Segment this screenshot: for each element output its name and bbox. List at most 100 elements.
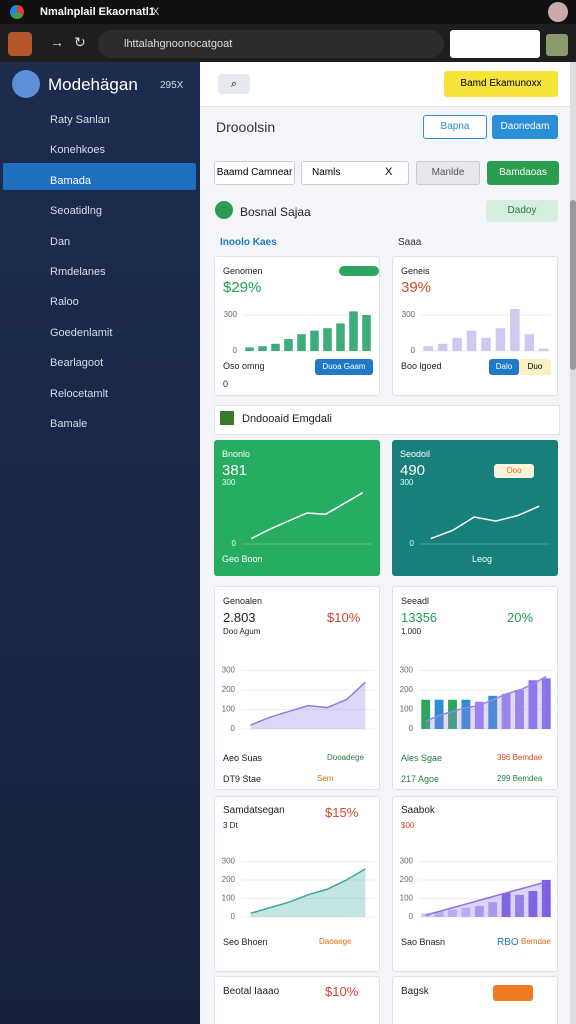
tab-title[interactable]: Nmalnplail Ekaornatl1 xyxy=(40,6,155,18)
bar xyxy=(461,907,471,917)
card: Genoalen 2.803 $10% Doo Agum 0 100 200 300 … xyxy=(214,586,380,790)
mini-chart: 0 100 200 300 xyxy=(400,857,553,921)
header-button[interactable]: Daonedam xyxy=(492,115,558,139)
badge: Ooo xyxy=(494,464,534,478)
tab-close[interactable]: X xyxy=(152,6,160,18)
bar xyxy=(336,323,345,351)
nav-item[interactable]: Seoatidlng xyxy=(50,205,102,218)
nav-item[interactable]: Bearlagoot xyxy=(50,357,104,370)
bar xyxy=(448,699,457,729)
bar xyxy=(528,680,538,729)
bar xyxy=(362,315,371,351)
clear-button[interactable]: X xyxy=(385,166,393,178)
card-title: Samdatsegan xyxy=(223,805,285,816)
top-button[interactable]: Bamd Ekamunoxx xyxy=(444,71,558,97)
url[interactable]: lhttalahgnoonocatgoat xyxy=(124,38,233,50)
avatar[interactable] xyxy=(546,34,568,56)
card-note: 0 xyxy=(223,379,229,389)
card-title: Genoalen xyxy=(223,596,263,606)
area xyxy=(250,868,366,917)
y-tick-label: 0 xyxy=(231,724,236,733)
line xyxy=(425,881,547,916)
card-value: 2.803 xyxy=(223,610,256,625)
line xyxy=(425,675,547,722)
bar xyxy=(297,334,306,351)
card-button[interactable] xyxy=(493,985,533,1001)
bar xyxy=(515,690,524,729)
card-button[interactable]: Dalo xyxy=(489,359,519,375)
filter-button[interactable]: Manlde xyxy=(416,161,480,185)
bar xyxy=(258,346,267,351)
card-value: 39% xyxy=(401,279,432,296)
bar xyxy=(515,894,524,917)
back[interactable]: → xyxy=(50,34,64,50)
sidebar xyxy=(0,62,200,1024)
scroll-thumb[interactable] xyxy=(570,200,576,370)
card-button[interactable]: Duo xyxy=(519,359,551,375)
reload[interactable]: ↻ xyxy=(74,34,86,50)
nav-item[interactable]: Bamada xyxy=(50,174,91,187)
search[interactable]: ⌕ xyxy=(218,74,250,94)
section-title: Dndooaid Emgdali xyxy=(242,413,332,425)
toggle[interactable] xyxy=(339,266,379,276)
y-tick-label: 0 xyxy=(231,912,236,921)
row-label: Sao Bnasn xyxy=(401,937,446,947)
y-tick-label: 200 xyxy=(222,685,236,694)
card-title: Geneis xyxy=(401,266,430,276)
brand: Modehägan xyxy=(48,75,138,94)
card-change: $00 xyxy=(401,821,415,830)
row-value: RBO xyxy=(497,937,519,948)
row-value: 396 Bemdae xyxy=(497,753,543,762)
nav-item[interactable]: Konehkoes xyxy=(50,144,106,157)
nav-item[interactable]: Bamale xyxy=(50,418,88,430)
nav-item[interactable]: Raloo xyxy=(50,296,79,309)
bar xyxy=(501,892,511,917)
scrollbar[interactable] xyxy=(570,62,576,1024)
y-tick-label: 100 xyxy=(400,705,414,714)
card-button[interactable]: Duoa Gaam xyxy=(315,359,373,375)
nav-item[interactable]: Relocetamlt xyxy=(50,387,109,400)
nav-item[interactable]: Dan xyxy=(50,235,71,248)
nav-item[interactable]: Raty Sanlan xyxy=(50,114,110,126)
url-field[interactable] xyxy=(98,30,444,58)
line xyxy=(430,505,540,540)
profile[interactable] xyxy=(548,2,568,22)
card-sub: 300 xyxy=(400,478,414,487)
page-title: Drooolsin xyxy=(216,119,276,135)
card-footer: Geo Boon xyxy=(222,554,263,564)
line xyxy=(250,492,364,540)
nav-item[interactable]: Goedenlamit xyxy=(50,326,113,339)
bar xyxy=(423,346,433,351)
bar xyxy=(528,891,538,917)
bar xyxy=(541,880,551,917)
bar xyxy=(488,695,498,729)
filter-input[interactable]: Namls xyxy=(301,161,409,185)
row-value: Dooadege xyxy=(327,753,364,762)
card-change: $15% xyxy=(325,805,359,820)
extension-box[interactable] xyxy=(450,30,540,58)
y-tick-label: 0 xyxy=(409,724,414,733)
filter-button[interactable]: Bamdaoas xyxy=(487,161,559,185)
y-tick-label: 0 xyxy=(233,346,238,355)
bar xyxy=(510,309,520,351)
filter-input[interactable]: Baamd Camnear xyxy=(214,161,295,185)
row-value: 299 Bemdea xyxy=(497,774,543,783)
section-action[interactable]: Dadoy xyxy=(486,200,558,222)
nav-item[interactable]: Rmdelanes xyxy=(50,266,106,278)
y-tick-label: 300 xyxy=(400,666,414,675)
bar xyxy=(474,905,484,917)
row-value: Daoaege xyxy=(319,937,352,946)
header-button[interactable]: Bapna xyxy=(423,115,487,139)
bar xyxy=(501,693,511,729)
bar xyxy=(495,328,506,351)
y-tick-label: 300 xyxy=(402,310,416,319)
y-tick-label: 300 xyxy=(222,857,236,866)
card-label: Inoolo Kaes xyxy=(220,237,277,248)
nav-active xyxy=(3,163,196,190)
card-label: Saaa xyxy=(398,237,422,248)
row-value: Sem xyxy=(317,774,334,783)
card: Seodoil 490 300 Ooo 0 Leog xyxy=(392,440,558,576)
section-icon xyxy=(220,411,234,425)
mini-chart: 0 300 xyxy=(402,309,551,355)
